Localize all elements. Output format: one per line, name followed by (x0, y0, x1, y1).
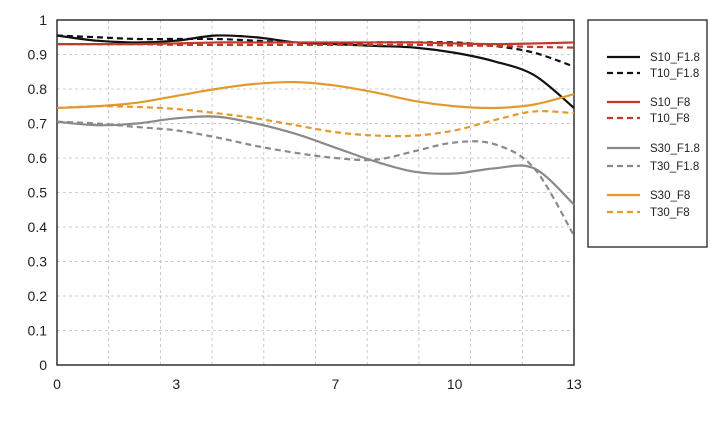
series-line-t10-f8 (56, 42, 575, 49)
legend-label: T10_F1.8 (650, 68, 699, 80)
legend-label: S30_F8 (650, 190, 690, 202)
series-line-s30-f8 (56, 80, 575, 110)
y-tick-label: 0.1 (28, 323, 48, 339)
y-tick-label: 0.6 (28, 150, 48, 166)
legend: S10_F1.8 T10_F1.8 S10_F8 T10_F8 S30_F1.8 T30_… (587, 19, 708, 248)
y-tick-label: 1 (39, 12, 47, 28)
x-tick-label: 3 (172, 376, 180, 392)
legend-label: T30_F1.8 (650, 161, 699, 173)
x-tick-label: 0 (53, 376, 61, 392)
series-line-s30-f1-8 (56, 115, 575, 206)
x-tick-label: 7 (331, 376, 339, 392)
y-tick-label: 0.9 (28, 47, 48, 63)
series-line-t30-f8 (56, 105, 575, 138)
legend-label: S10_F1.8 (650, 52, 700, 64)
y-axis: 0 0.1 0.2 0.3 0.4 0.5 0.6 0.7 0.8 0.9 1 (28, 12, 48, 373)
legend-label: T30_F8 (650, 207, 690, 219)
y-tick-label: 0.8 (28, 81, 48, 97)
y-tick-label: 0.2 (28, 288, 48, 304)
y-tick-label: 0.3 (28, 254, 48, 270)
x-axis: 0 3 7 10 13 (53, 376, 582, 392)
plot-frame (56, 19, 575, 366)
series-lines (56, 34, 575, 237)
legend-label: S30_F1.8 (650, 143, 700, 155)
y-tick-label: 0.5 (28, 185, 48, 201)
y-tick-label: 0.7 (28, 116, 48, 132)
x-tick-label: 10 (447, 376, 463, 392)
x-tick-label: 13 (566, 376, 582, 392)
legend-label: T10_F8 (650, 113, 690, 125)
y-tick-label: 0 (39, 357, 47, 373)
legend-label: S10_F8 (650, 97, 690, 109)
series-line-t30-f1-8 (56, 120, 575, 237)
grid (57, 19, 574, 366)
y-tick-label: 0.4 (28, 219, 48, 235)
